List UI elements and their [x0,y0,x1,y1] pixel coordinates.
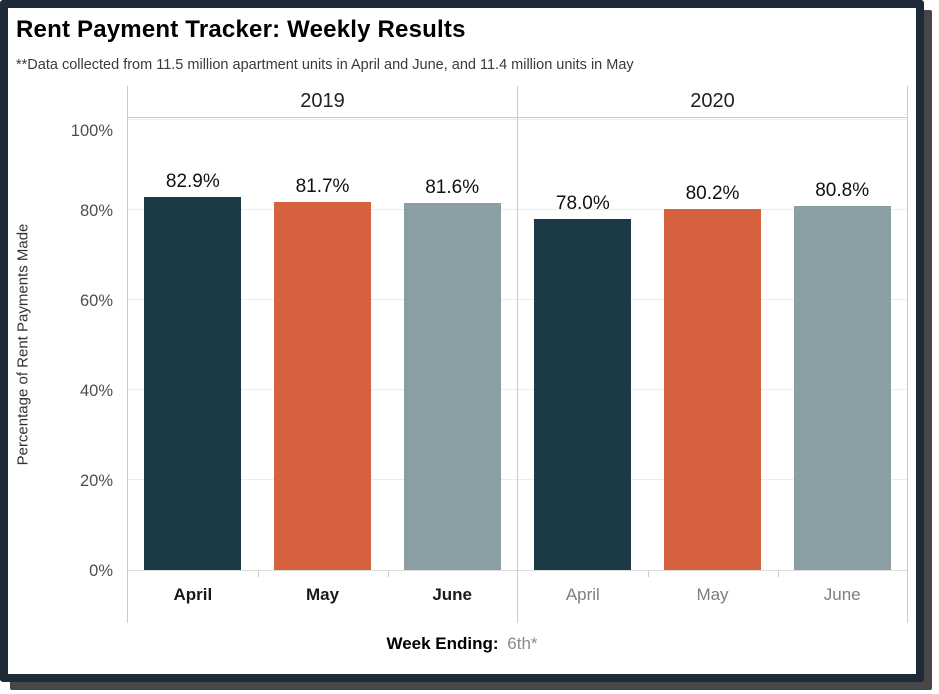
bar-cell: 82.9% [128,171,258,570]
chart-frame: Rent Payment Tracker: Weekly Results **D… [0,0,924,682]
chart-area: Percentage of Rent Payments Made 0% 20% 40… [8,86,916,623]
y-tick-label-0: 0% [89,562,113,580]
bar-may-2020[interactable] [664,209,761,570]
chart-title: Rent Payment Tracker: Weekly Results [16,16,466,43]
y-axis-title-column: Percentage of Rent Payments Made [8,86,38,623]
chart-subtitle: **Data collected from 11.5 million apart… [16,57,634,73]
bar-june-2020[interactable] [793,206,891,570]
bar-value-label: 82.9% [165,170,220,192]
plot-area-2019: 82.9% 81.7% 81.6% [128,118,517,571]
bar-value-label: 80.2% [685,183,740,205]
panel-2019: 2019 82.9% 81.7% 81.6% April May June [127,86,517,623]
cell-divider-tick [777,571,779,577]
bar-value-label: 78.0% [555,193,610,214]
bar-value-label: 80.8% [815,180,870,202]
month-label-april-2019: April [173,585,213,604]
month-label-april-2020: April [565,585,600,604]
week-ending-caption: Week Ending: 6th* [8,634,916,654]
y-ticks: 0% 20% 40% 60% 80% 100% [38,118,127,580]
bar-cell: 80.8% [777,180,907,570]
year-header-2020: 2020 [518,86,907,118]
bar-cell: 81.7% [258,176,388,570]
month-label-june-2019: June [432,585,473,604]
cell-divider-tick [647,571,649,577]
y-axis-title: Percentage of Rent Payments Made [8,118,38,571]
panel-2020: 2020 78.0% 80.2% 80.8% April May June [517,86,907,623]
panels: 2019 82.9% 81.7% 81.6% April May June 2020 78.0%… [127,86,908,623]
y-tick-label-80: 80% [79,202,113,220]
bar-may-2019[interactable] [274,202,371,570]
month-label-may-2019: May [305,585,340,604]
bar-june-2019[interactable] [403,202,501,570]
week-ending-label: Week Ending: [386,634,499,653]
bar-april-2020[interactable] [534,219,632,570]
gridline-100 [128,119,517,120]
month-axis-2020: April May June [518,571,907,623]
y-tick-label-20: 20% [79,472,113,490]
week-ending-value: 6th* [507,634,538,653]
bar-value-label: 81.6% [425,176,480,198]
y-axis-title-text: Percentage of Rent Payments Made [14,223,32,466]
bar-wrap: 81.7% [274,176,371,570]
bar-wrap: 82.9% [144,171,242,570]
y-tick-label-40: 40% [79,382,113,400]
y-tick-label-100: 100% [70,122,113,140]
bar-wrap: 78.0% [534,193,632,570]
bar-wrap: 80.2% [664,183,761,570]
bar-april-2019[interactable] [144,196,242,570]
month-axis-2019: April May June [128,571,517,623]
bar-wrap: 80.8% [793,180,891,570]
cell-divider-tick [257,571,259,577]
month-label-june-2020: June [823,585,861,604]
bar-cell: 81.6% [387,177,517,570]
bar-wrap: 81.6% [403,177,501,570]
bar-cell: 80.2% [648,183,778,570]
bar-cell: 78.0% [518,193,648,570]
plot-area-2020: 78.0% 80.2% 80.8% [518,118,907,571]
y-tick-label-60: 60% [79,292,113,310]
cell-divider-tick [387,571,389,577]
month-label-may-2020: May [696,585,729,604]
year-header-2019: 2019 [128,86,517,118]
gridline-100 [518,119,907,120]
bar-value-label: 81.7% [295,176,350,198]
